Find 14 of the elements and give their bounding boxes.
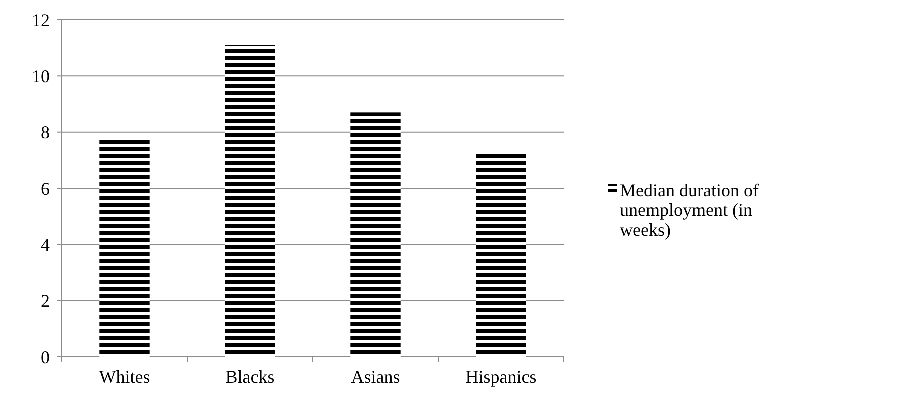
y-tick-label: 4 <box>41 234 50 255</box>
y-tick-label: 12 <box>32 10 50 30</box>
bar <box>225 45 276 357</box>
y-tick-label: 0 <box>41 347 50 368</box>
bar <box>350 112 401 357</box>
y-tick-label: 6 <box>41 178 50 199</box>
y-tick-label: 2 <box>41 291 50 312</box>
x-tick-label: Whites <box>99 367 150 387</box>
y-tick-label: 10 <box>32 66 50 86</box>
x-tick-label: Asians <box>351 367 400 387</box>
x-tick-label: Hispanics <box>466 367 537 387</box>
x-tick-label: Blacks <box>226 367 275 387</box>
y-tick-label: 8 <box>41 122 50 143</box>
legend-label: Median duration of unemployment (in weeks) <box>620 180 759 240</box>
